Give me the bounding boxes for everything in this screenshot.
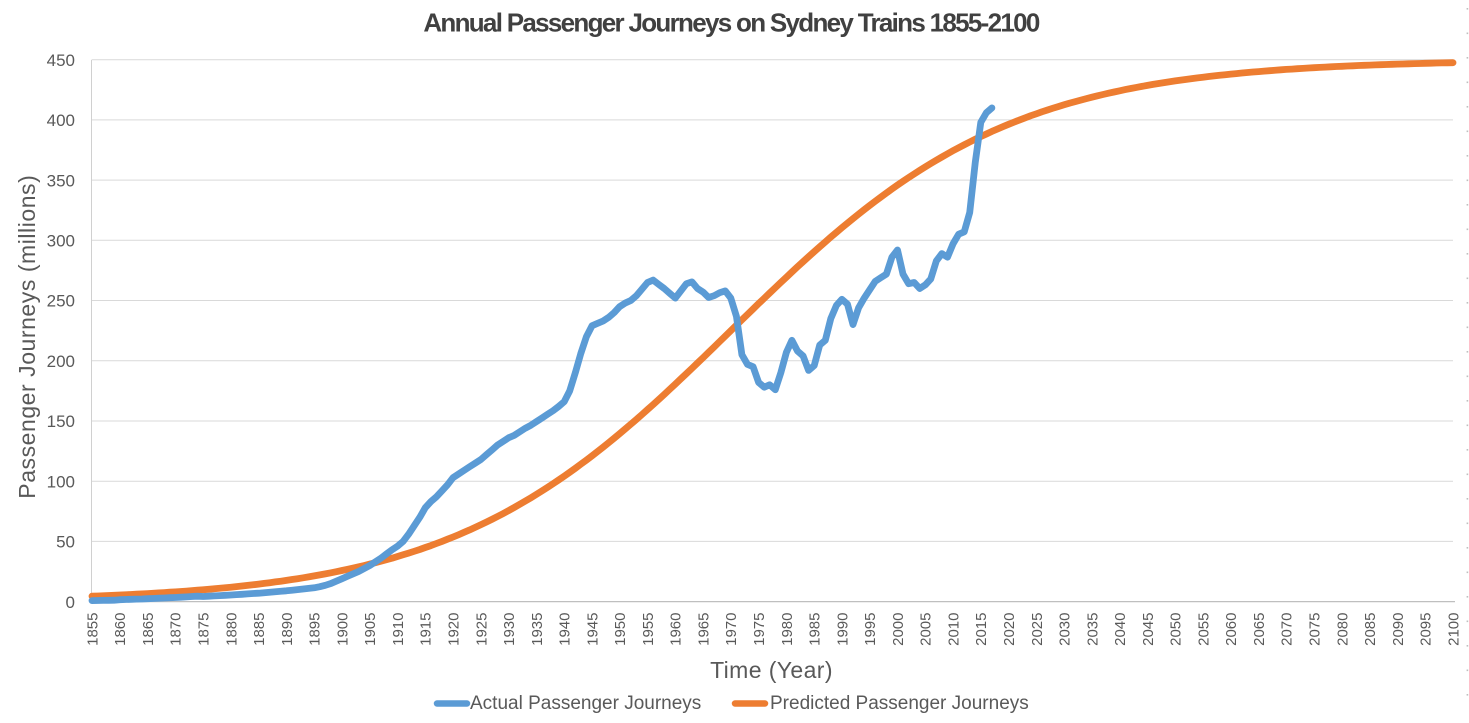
- svg-text:2025: 2025: [1029, 613, 1046, 646]
- svg-text:2045: 2045: [1140, 613, 1157, 646]
- svg-text:1920: 1920: [446, 613, 463, 646]
- svg-text:1855: 1855: [84, 613, 101, 646]
- svg-text:2085: 2085: [1362, 613, 1379, 646]
- svg-text:1980: 1980: [779, 613, 796, 646]
- svg-text:50: 50: [56, 533, 75, 552]
- svg-text:100: 100: [47, 472, 75, 491]
- svg-text:Annual Passenger Journeys on S: Annual Passenger Journeys on Sydney Trai…: [423, 8, 1040, 38]
- svg-text:Actual Passenger Journeys: Actual Passenger Journeys: [470, 693, 701, 714]
- svg-text:1975: 1975: [751, 613, 768, 646]
- svg-text:1970: 1970: [723, 613, 740, 646]
- svg-text:2060: 2060: [1223, 613, 1240, 646]
- svg-text:2020: 2020: [1001, 613, 1018, 646]
- svg-text:Predicted Passenger Journeys: Predicted Passenger Journeys: [770, 693, 1029, 714]
- svg-text:1945: 1945: [584, 613, 601, 646]
- svg-text:1990: 1990: [834, 613, 851, 646]
- svg-text:1955: 1955: [640, 613, 657, 646]
- svg-text:1895: 1895: [307, 613, 324, 646]
- svg-text:1860: 1860: [112, 613, 129, 646]
- svg-text:1915: 1915: [418, 613, 435, 646]
- svg-text:2050: 2050: [1168, 613, 1185, 646]
- svg-text:1880: 1880: [223, 613, 240, 646]
- svg-text:2070: 2070: [1279, 613, 1296, 646]
- svg-text:1965: 1965: [696, 613, 713, 646]
- svg-text:Passenger Journeys (millions): Passenger Journeys (millions): [14, 175, 40, 499]
- svg-text:1900: 1900: [334, 613, 351, 646]
- svg-text:1875: 1875: [196, 613, 213, 646]
- svg-text:1865: 1865: [140, 613, 157, 646]
- svg-text:2000: 2000: [890, 613, 907, 646]
- svg-text:2100: 2100: [1445, 613, 1462, 646]
- svg-text:1940: 1940: [557, 613, 574, 646]
- svg-text:1930: 1930: [501, 613, 518, 646]
- svg-text:1950: 1950: [612, 613, 629, 646]
- svg-text:250: 250: [47, 292, 75, 311]
- svg-text:1910: 1910: [390, 613, 407, 646]
- svg-text:2010: 2010: [945, 613, 962, 646]
- svg-text:2090: 2090: [1390, 613, 1407, 646]
- svg-text:2055: 2055: [1195, 613, 1212, 646]
- svg-text:1995: 1995: [862, 613, 879, 646]
- svg-text:2030: 2030: [1057, 613, 1074, 646]
- svg-text:200: 200: [47, 352, 75, 371]
- svg-text:2080: 2080: [1334, 613, 1351, 646]
- svg-text:1935: 1935: [529, 613, 546, 646]
- svg-text:2075: 2075: [1307, 613, 1324, 646]
- svg-text:400: 400: [47, 111, 75, 130]
- svg-text:2065: 2065: [1251, 613, 1268, 646]
- svg-text:2035: 2035: [1084, 613, 1101, 646]
- svg-text:1885: 1885: [251, 613, 268, 646]
- svg-text:0: 0: [66, 593, 75, 612]
- svg-text:1925: 1925: [473, 613, 490, 646]
- svg-text:2040: 2040: [1112, 613, 1129, 646]
- svg-text:300: 300: [47, 232, 75, 251]
- svg-text:1890: 1890: [279, 613, 296, 646]
- svg-text:150: 150: [47, 412, 75, 431]
- svg-text:1905: 1905: [362, 613, 379, 646]
- svg-text:2015: 2015: [973, 613, 990, 646]
- svg-text:2095: 2095: [1418, 613, 1435, 646]
- svg-text:Time (Year): Time (Year): [710, 657, 833, 683]
- svg-text:1985: 1985: [807, 613, 824, 646]
- svg-text:450: 450: [47, 51, 75, 70]
- svg-text:350: 350: [47, 171, 75, 190]
- svg-text:2005: 2005: [918, 613, 935, 646]
- svg-text:1960: 1960: [668, 613, 685, 646]
- svg-text:1870: 1870: [168, 613, 185, 646]
